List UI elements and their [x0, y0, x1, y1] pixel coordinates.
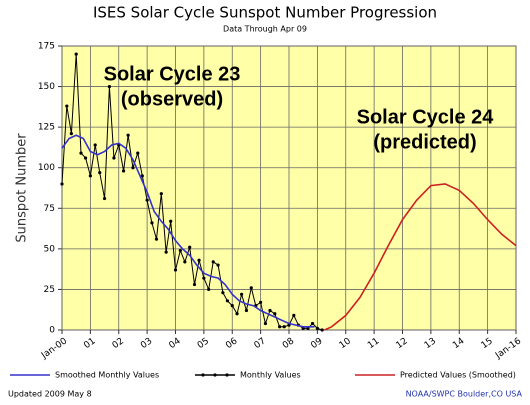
data-point	[74, 52, 78, 56]
data-point	[159, 192, 163, 196]
data-point	[65, 104, 69, 108]
legend-marker	[213, 373, 217, 377]
data-point	[240, 292, 244, 296]
x-tick-label: 04	[168, 336, 183, 351]
series-line	[61, 134, 315, 328]
data-point	[315, 326, 319, 330]
data-point	[216, 263, 220, 267]
x-tick-label: 14	[451, 336, 466, 351]
data-point	[225, 299, 230, 303]
footer-left: Updated 2009 May 8	[8, 390, 92, 399]
data-point	[154, 237, 159, 241]
x-tick-label: 15	[480, 336, 495, 351]
chart-subtitle: Data Through Apr 09	[223, 25, 307, 34]
x-tick-label: 10	[338, 336, 353, 351]
x-tick-label: 13	[423, 336, 438, 351]
y-tick-label: 150	[38, 82, 55, 92]
data-point	[93, 143, 97, 147]
data-point	[230, 304, 234, 308]
data-point	[98, 170, 102, 175]
annotation: Solar Cycle 23	[104, 63, 241, 85]
legend-label: Monthly Values	[240, 371, 301, 380]
x-tick-label: 09	[309, 336, 324, 351]
data-point	[83, 156, 88, 160]
data-point	[273, 312, 277, 316]
data-point	[102, 196, 107, 201]
data-point	[188, 245, 192, 249]
annotation: (observed)	[121, 88, 223, 110]
data-point	[259, 300, 263, 305]
data-point	[60, 182, 64, 186]
data-point	[136, 151, 140, 155]
x-tick-label: 11	[366, 336, 381, 351]
data-point	[183, 260, 187, 264]
data-point	[107, 84, 111, 89]
y-tick-label: 25	[44, 285, 55, 295]
annotation: (predicted)	[373, 131, 476, 153]
data-point	[278, 325, 282, 329]
x-tick-label: 01	[82, 336, 97, 351]
data-point	[282, 325, 286, 329]
data-point	[140, 174, 144, 178]
x-tick-label: 12	[395, 336, 410, 351]
legend-marker	[225, 373, 229, 377]
data-point	[112, 156, 116, 160]
series-line	[324, 183, 517, 331]
data-point	[211, 260, 215, 264]
x-tick-label: 07	[253, 336, 268, 351]
y-tick-label: 125	[38, 123, 55, 133]
data-point	[292, 313, 296, 317]
data-point	[69, 132, 73, 136]
y-tick-label: 0	[49, 326, 55, 336]
data-point	[244, 308, 249, 313]
x-tick-label: 02	[111, 336, 126, 351]
x-tick-label: 03	[139, 336, 154, 351]
data-point	[126, 133, 130, 137]
data-point	[192, 282, 197, 287]
legend-item: Smoothed Monthly Values	[10, 371, 159, 380]
data-point	[164, 250, 168, 254]
footer-right: NOAA/SWPC Boulder,CO USA	[406, 390, 523, 399]
data-point	[320, 328, 324, 332]
data-point	[310, 321, 315, 326]
legend-label: Smoothed Monthly Values	[55, 371, 159, 380]
data-point	[131, 166, 135, 170]
data-point	[249, 286, 253, 290]
data-point	[268, 308, 272, 313]
data-point	[207, 287, 211, 292]
data-point	[79, 151, 83, 155]
data-point	[145, 198, 149, 202]
data-point	[88, 174, 92, 178]
annotation: Solar Cycle 24	[357, 106, 495, 128]
legend-marker	[201, 373, 205, 377]
x-tick-label: 06	[224, 336, 239, 351]
series-line	[61, 54, 323, 331]
y-axis-label: Sunspot Number	[15, 133, 30, 243]
data-point	[150, 221, 154, 225]
y-tick-label: 175	[38, 42, 55, 52]
data-point	[235, 312, 239, 316]
data-point	[173, 268, 178, 272]
y-tick-label: 100	[38, 163, 55, 173]
data-point	[221, 291, 225, 295]
chart-title: ISES Solar Cycle Sunspot Number Progress…	[93, 4, 437, 22]
y-tick-label: 75	[44, 204, 55, 214]
data-point	[121, 169, 126, 173]
data-point	[197, 258, 201, 262]
x-tick-label: 08	[281, 336, 296, 351]
data-point	[263, 321, 268, 326]
x-tick-label: Jan-00	[39, 336, 69, 361]
legend-item: Monthly Values	[195, 371, 301, 380]
data-point	[169, 219, 173, 223]
legend-item: Predicted Values (Smoothed)	[355, 371, 516, 380]
y-tick-label: 50	[44, 244, 56, 254]
data-point	[202, 276, 206, 280]
data-point	[178, 248, 182, 253]
legend-label: Predicted Values (Smoothed)	[400, 371, 516, 380]
x-tick-label: Jan-16	[493, 336, 523, 361]
x-tick-label: 05	[196, 336, 211, 351]
